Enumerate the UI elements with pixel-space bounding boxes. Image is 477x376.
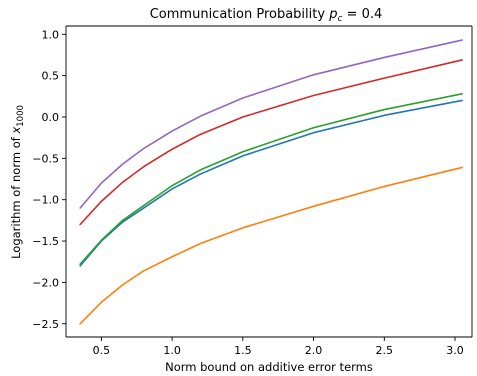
x-tick-label: 2.5 <box>376 344 394 357</box>
plot-area: 0.5 1.0 1.5 2.0 2.5 3.0 1.0 0.5 0.0 −0.5 −1.0 −1.5… <box>32 25 473 357</box>
x-axis-ticks: 0.5 1.0 1.5 2.0 2.5 3.0 <box>93 337 464 357</box>
y-tick-label: −1.5 <box>32 235 59 248</box>
y-tick-label: −2.0 <box>32 276 59 289</box>
y-axis-label: Logarithm of norm of x1000 <box>9 105 26 259</box>
y-tick-label: −1.0 <box>32 194 59 207</box>
series-line-5 <box>79 39 463 209</box>
series-group <box>79 39 463 325</box>
y-axis-ticks: 1.0 0.5 0.0 −0.5 −1.0 −1.5 −2.0 −2.5 <box>32 28 66 331</box>
y-tick-label: 0.5 <box>42 70 60 83</box>
x-tick-label: 2.0 <box>305 344 323 357</box>
x-tick-label: 1.0 <box>163 344 181 357</box>
x-tick-label: 0.5 <box>93 344 111 357</box>
y-tick-label: −0.5 <box>32 152 59 165</box>
x-axis-label: Norm bound on additive error terms <box>165 360 373 374</box>
series-line-1 <box>79 99 463 267</box>
series-line-2 <box>79 166 463 325</box>
y-tick-label: 0.0 <box>42 111 60 124</box>
series-line-4 <box>79 59 463 226</box>
x-tick-label: 1.5 <box>234 344 252 357</box>
y-tick-label: −2.5 <box>32 318 59 331</box>
y-tick-label: 1.0 <box>42 28 60 41</box>
series-line-3 <box>79 93 463 266</box>
x-tick-label: 3.0 <box>446 344 464 357</box>
chart-title: Communication Probability pc = 0.4 <box>150 7 383 24</box>
